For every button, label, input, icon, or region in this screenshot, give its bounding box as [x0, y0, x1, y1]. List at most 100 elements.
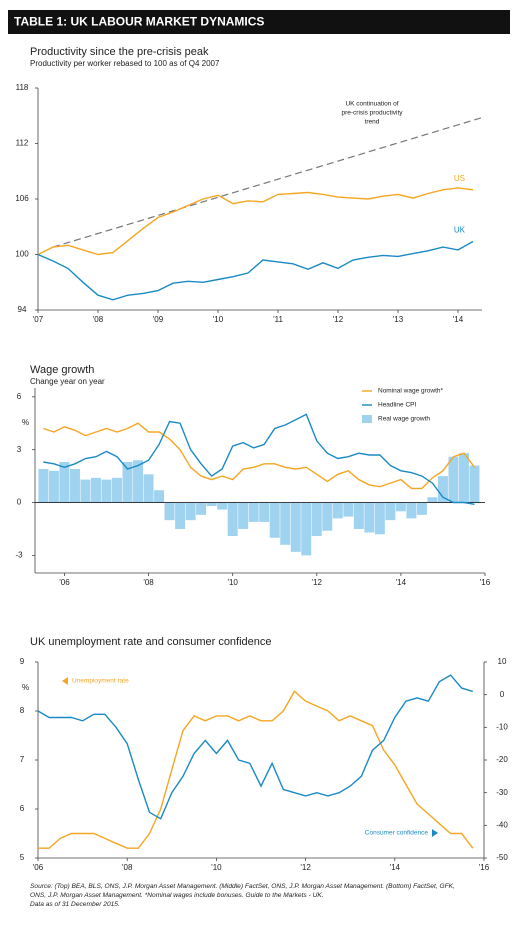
bar — [80, 479, 91, 503]
bar — [59, 462, 70, 503]
x-tick-label: '16 — [479, 863, 490, 872]
y-unit: % — [22, 683, 29, 692]
series-label: UK — [454, 226, 466, 235]
legend-swatch — [362, 415, 372, 423]
bar — [122, 462, 133, 503]
header-bar — [8, 10, 510, 34]
source-note: Source: (Top) BEA, BLS, ONS, J.P. Morgan… — [30, 883, 455, 890]
bar — [238, 502, 249, 529]
y-unit: % — [22, 418, 29, 427]
x-tick-label: '06 — [33, 863, 44, 872]
y-tick-label: 6 — [17, 392, 22, 401]
bar — [154, 490, 165, 503]
y2-tick-label: -10 — [496, 722, 508, 731]
chart-subtitle: Change year on year — [30, 377, 105, 386]
chart-title: Wage growth — [30, 364, 94, 376]
y2-tick-label: -20 — [496, 755, 508, 764]
bar — [364, 502, 375, 533]
chart-title: Productivity since the pre-crisis peak — [30, 46, 209, 58]
bar — [259, 502, 270, 522]
legend-label: Real wage growth — [378, 416, 430, 423]
bar — [164, 502, 175, 521]
bar — [217, 502, 228, 510]
series-label: US — [454, 174, 465, 183]
y-tick-label: 106 — [15, 194, 29, 203]
chart-subtitle: Productivity per worker rebased to 100 a… — [30, 59, 220, 68]
bar — [227, 502, 238, 536]
page-title: TABLE 1: UK LABOUR MARKET DYNAMICS — [14, 15, 264, 29]
y2-tick-label: 0 — [500, 690, 505, 699]
source-note: ONS, J.P. Morgan Asset Management. *Nomi… — [30, 892, 324, 899]
x-tick-label: '16 — [480, 578, 491, 587]
y-tick-label: 0 — [17, 498, 22, 507]
legend-label: Nominal wage growth* — [378, 388, 444, 395]
bar — [458, 453, 469, 503]
trend-label: trend — [365, 119, 380, 126]
x-tick-label: '09 — [153, 315, 164, 324]
bar — [301, 502, 312, 556]
bar — [385, 502, 396, 521]
chart-title: UK unemployment rate and consumer confid… — [30, 636, 272, 648]
bar — [374, 502, 385, 535]
bar — [469, 465, 480, 503]
x-tick-label: '06 — [59, 578, 70, 587]
y2-tick-label: -30 — [496, 788, 508, 797]
y-tick-label: 3 — [17, 445, 22, 454]
bar — [427, 497, 438, 503]
trend-label: UK continuation of — [345, 101, 398, 108]
bar — [112, 477, 123, 503]
y-tick-label: 100 — [15, 250, 29, 259]
bar — [101, 479, 112, 503]
y-tick-label: 5 — [20, 853, 25, 862]
x-tick-label: '12 — [312, 578, 323, 587]
x-tick-label: '07 — [33, 315, 44, 324]
bar — [448, 456, 459, 503]
legend-label: Headline CPI — [378, 402, 416, 409]
series-line — [43, 422, 476, 490]
bar — [269, 502, 280, 538]
y-tick-label: -3 — [15, 550, 23, 559]
legend-arrow — [432, 829, 438, 837]
source-note: Data as of 31 December 2015. — [30, 901, 120, 908]
bar — [48, 470, 59, 503]
bar — [185, 502, 196, 521]
x-tick-label: '08 — [143, 578, 154, 587]
y-tick-label: 94 — [18, 305, 27, 314]
x-tick-label: '13 — [393, 315, 404, 324]
bar — [133, 460, 144, 503]
y-tick-label: 6 — [20, 804, 25, 813]
bar — [406, 502, 417, 519]
legend-label: Consumer confidence — [365, 830, 429, 837]
series-line — [37, 240, 474, 301]
bar — [248, 502, 259, 522]
bar — [38, 469, 49, 503]
bar — [196, 502, 207, 515]
x-tick-label: '14 — [396, 578, 407, 587]
bar — [332, 502, 343, 519]
bar — [69, 469, 80, 503]
bar — [437, 476, 448, 503]
y-tick-label: 9 — [20, 657, 25, 666]
bar — [322, 502, 333, 531]
x-tick-label: '08 — [122, 863, 133, 872]
x-tick-label: '08 — [93, 315, 104, 324]
y-tick-label: 112 — [16, 139, 29, 148]
x-tick-label: '14 — [390, 863, 401, 872]
trend-label: pre-crisis productivity — [341, 110, 403, 117]
bar — [206, 502, 217, 507]
series-line — [37, 674, 473, 820]
x-tick-label: '12 — [333, 315, 344, 324]
bar — [290, 502, 301, 552]
x-tick-label: '10 — [211, 863, 222, 872]
bar — [353, 502, 364, 529]
bar — [143, 474, 154, 503]
y2-tick-label: -50 — [496, 853, 508, 862]
x-tick-label: '11 — [273, 315, 283, 324]
bar — [343, 502, 354, 517]
bar — [175, 502, 186, 529]
trend-line — [52, 117, 483, 248]
x-tick-label: '10 — [227, 578, 238, 587]
series-line — [43, 413, 475, 505]
bar — [90, 477, 101, 503]
